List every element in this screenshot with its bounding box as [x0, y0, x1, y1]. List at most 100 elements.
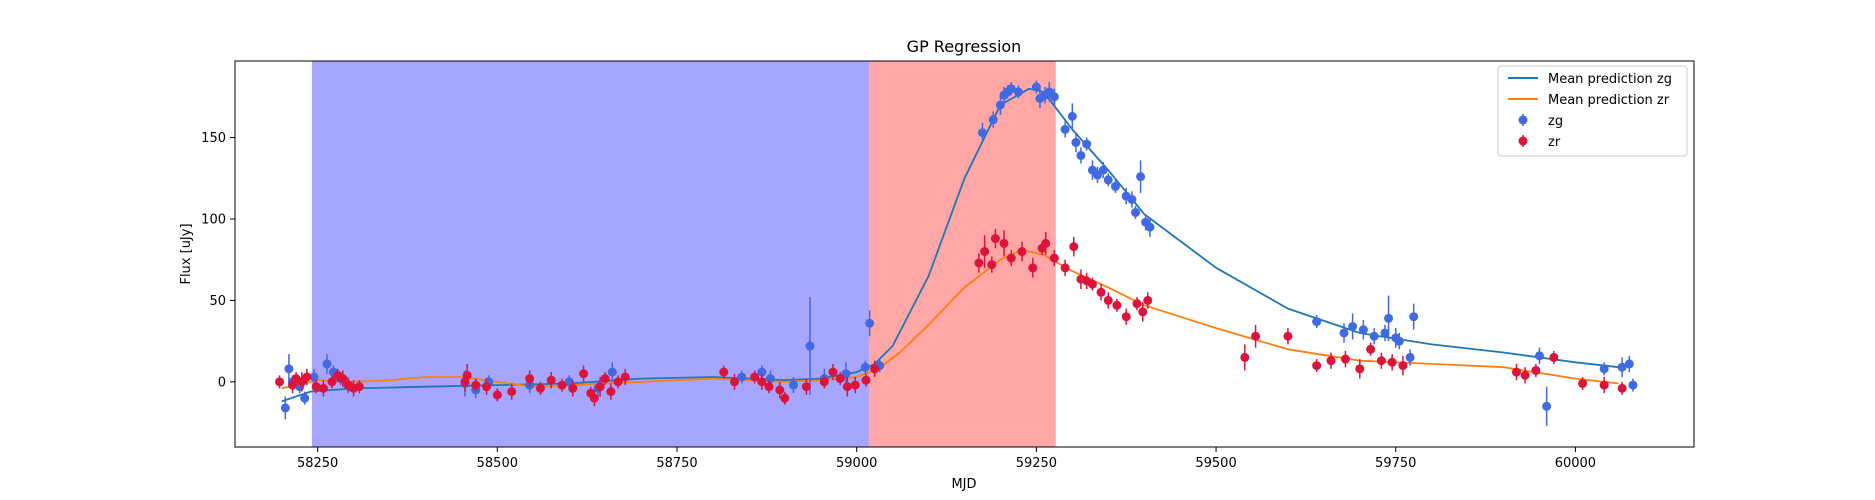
point-zr	[492, 390, 502, 400]
point-zr	[1511, 367, 1521, 377]
point-zg	[1617, 362, 1627, 372]
shaded-region-1	[868, 61, 1056, 447]
point-zr	[1017, 247, 1027, 257]
point-zr	[525, 374, 535, 384]
point-zr	[595, 382, 605, 392]
legend-label-zg: zg	[1548, 114, 1563, 129]
x-tick-label: 59750	[1375, 456, 1416, 471]
y-tick-label: 0	[218, 375, 226, 390]
legend-label-zr: zr	[1548, 135, 1561, 150]
point-zr	[482, 382, 492, 392]
point-zr	[1340, 354, 1350, 364]
point-zr	[999, 238, 1009, 248]
point-zg	[1542, 401, 1552, 411]
point-zg	[1409, 312, 1419, 322]
legend-box	[1497, 65, 1688, 157]
point-zr	[1387, 357, 1397, 367]
point-zr	[842, 382, 852, 392]
point-zr	[1240, 352, 1250, 362]
point-zr	[719, 367, 729, 377]
legend-marker-zr	[1518, 136, 1528, 146]
point-zg	[284, 364, 294, 374]
point-zr	[1138, 307, 1148, 317]
point-zg	[1624, 359, 1634, 369]
point-zg	[1067, 111, 1077, 121]
point-zg	[1006, 84, 1016, 94]
point-zr	[546, 375, 556, 385]
point-zg	[860, 362, 870, 372]
legend-marker-zg	[1518, 115, 1528, 125]
point-zr	[302, 372, 312, 382]
point-zr	[1041, 238, 1051, 248]
point-zr	[557, 380, 567, 390]
point-zg	[765, 374, 775, 384]
point-zr	[471, 380, 481, 390]
point-zr	[987, 260, 997, 270]
point-zg	[1060, 124, 1070, 134]
y-axis-label: Flux [uJy]	[179, 223, 194, 284]
point-zr	[1355, 364, 1365, 374]
point-zg	[1394, 336, 1404, 346]
point-zg	[1127, 194, 1137, 204]
point-zr	[507, 387, 517, 397]
point-zg	[995, 100, 1005, 110]
point-zg	[607, 367, 617, 377]
point-zr	[1069, 242, 1079, 252]
point-zg	[300, 393, 310, 403]
point-zr	[757, 377, 767, 387]
point-zr	[835, 374, 845, 384]
point-zr	[1112, 300, 1122, 310]
point-zg	[1339, 328, 1349, 338]
legend-label-line-zg: Mean prediction zg	[1548, 72, 1672, 87]
point-zg	[788, 380, 798, 390]
point-zr	[589, 393, 599, 403]
point-zr	[1326, 356, 1336, 366]
point-zr	[535, 383, 545, 393]
point-zr	[828, 367, 838, 377]
point-zg	[1628, 380, 1638, 390]
point-zr	[1531, 365, 1541, 375]
point-zr	[1103, 295, 1113, 305]
point-zg	[1534, 351, 1544, 361]
point-zr	[1049, 253, 1059, 263]
point-zg	[1599, 364, 1609, 374]
point-zr	[606, 387, 616, 397]
point-zr	[764, 382, 774, 392]
plot-frame	[234, 60, 1695, 448]
point-zr	[780, 393, 790, 403]
point-zr	[1283, 331, 1293, 341]
x-tick-label: 58500	[477, 456, 518, 471]
point-zr	[1398, 361, 1408, 371]
point-zg	[1076, 150, 1086, 160]
legend: Mean prediction zg Mean prediction zr zg…	[1497, 65, 1688, 157]
point-zr	[318, 383, 328, 393]
point-zr	[980, 247, 990, 257]
point-zr	[1096, 287, 1106, 297]
point-zr	[1376, 356, 1386, 366]
point-zr	[730, 377, 740, 387]
point-zr	[801, 382, 811, 392]
y-tick-label: 150	[201, 131, 226, 146]
point-zg	[1312, 317, 1322, 327]
point-zg	[1098, 165, 1108, 175]
chart-title: GP Regression	[907, 37, 1022, 56]
point-zr	[870, 364, 880, 374]
point-zr	[1060, 263, 1070, 273]
point-zr	[338, 374, 348, 384]
point-zg	[1103, 175, 1113, 185]
data-points	[275, 80, 1638, 426]
point-zr	[1312, 361, 1322, 371]
x-axis-ticks: 58250 58500 58750 59000 59250 59500 59750 60000	[297, 447, 1596, 471]
point-zr	[850, 380, 860, 390]
point-zg	[1405, 352, 1415, 362]
y-axis-ticks: 0 50 100 150	[201, 131, 235, 390]
point-zr	[990, 234, 1000, 244]
point-zr	[613, 377, 623, 387]
point-zr	[275, 377, 285, 387]
point-zr	[1599, 380, 1609, 390]
point-zg	[1136, 172, 1146, 182]
point-zr	[311, 382, 321, 392]
point-zr	[861, 375, 871, 385]
point-zg	[977, 128, 987, 138]
